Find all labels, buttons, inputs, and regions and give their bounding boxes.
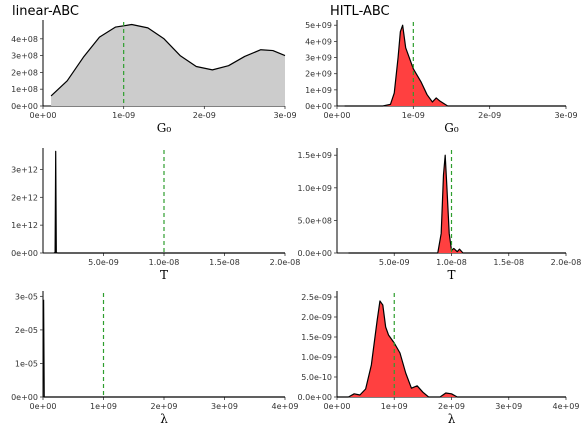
column-title-linear-abc: linear-ABC [12,4,79,19]
x-tick-label: 1.5e-08 [493,258,524,267]
x-tick-label: 5.0e-09 [88,258,119,267]
x-tick-label: 2e-09 [193,111,216,120]
x-tick-label: 3e-09 [554,111,577,120]
panel-4: 0.0e+00 5.0e+08 1.0e+09 1.5e+09 5.0e-09 1.0e-… [297,148,581,282]
x-tick-label: 2.0e-08 [551,258,581,267]
y-tick-label: 1e+12 [11,221,38,230]
density-curve [344,24,566,107]
x-tick-label: 2e-09 [478,111,501,120]
y-tick-label: 4e+09 [305,37,332,46]
density-curve [50,23,286,97]
x-tick-label: 3e-09 [273,111,296,120]
x-axis-label: λ [448,412,456,426]
y-tick-label: 0.0e+00 [297,249,332,258]
y-tick-label: 4e+08 [11,35,38,44]
y-tick-label: 2e+12 [11,193,38,202]
x-tick-label: 3e+09 [495,402,522,411]
y-tick-label: 2e-05 [15,326,38,335]
y-tick-label: 3e+09 [305,54,332,63]
x-tick-label: 5.0e-09 [379,258,410,267]
x-axis-label: T [447,268,455,282]
density-curve [53,150,285,254]
y-tick-label: 3e-05 [15,292,38,301]
y-tick-label: 5e+09 [305,21,332,30]
y-tick-label: 1.0e-09 [301,353,332,362]
x-tick-label: 3e+09 [211,402,238,411]
x-tick-label: 4e+09 [553,402,580,411]
x-tick-label: 1.5e-08 [209,258,240,267]
y-tick-label: 2.0e-09 [301,313,332,322]
y-tick-label: 1e+09 [305,86,332,95]
y-tick-label: 3e+12 [11,165,38,174]
density-area [348,155,566,253]
panel-5: 0e+00 1e-05 2e-05 3e-05 0e+00 1e+09 2e+09 3e+09… [11,291,298,426]
density-area [344,25,566,107]
y-tick-label: 2.5e-09 [301,293,332,302]
y-tick-label: 2e+09 [305,70,332,79]
panel-2: 0e+00 1e+09 2e+09 3e+09 4e+09 5e+09 0e+00 1e-09… [305,20,578,135]
y-tick-label: 0.0e+00 [297,393,332,402]
panel-3: 0e+00 1e+12 2e+12 3e+12 5.0e-09 1.0e-08 1.5e-0… [11,148,300,282]
x-tick-label: 0e+00 [30,111,57,120]
panel-1: 0e+00 1e+08 2e+08 3e+08 4e+08 0e+00 1e-09 2e-09… [11,20,297,135]
panel-grid: 0e+00 1e+08 2e+08 3e+08 4e+08 0e+00 1e-09 2e-09… [11,20,581,426]
x-axis-label: G₀ [157,121,172,135]
y-tick-label: 1.0e+09 [297,184,332,193]
x-axis-label: T [160,268,168,282]
x-tick-label: 2e+09 [151,402,178,411]
x-tick-label: 0e+00 [30,402,57,411]
x-tick-label: 4e+09 [272,402,299,411]
x-tick-label: 2.0e-08 [270,258,301,267]
density-curve [348,154,566,254]
y-tick-label: 1.5e+09 [297,151,332,160]
y-tick-label: 0e+00 [11,249,38,258]
y-tick-label: 0e+00 [11,393,38,402]
y-tick-label: 3e+08 [11,52,38,61]
y-tick-label: 5.0e+08 [297,216,332,225]
column-title-hitl-abc: HITL-ABC [330,4,390,19]
x-tick-label: 1.0e-08 [436,258,467,267]
x-axis-label: λ [160,412,168,426]
y-tick-label: 1e-05 [15,359,38,368]
y-tick-label: 0e+00 [305,102,332,111]
x-tick-label: 1e-09 [112,111,135,120]
x-tick-label: 1e+09 [381,402,408,411]
x-tick-label: 1.0e-08 [149,258,180,267]
y-tick-label: 5.0e-10 [301,373,332,382]
x-tick-label: 2e+09 [438,402,465,411]
density-area [337,301,566,397]
x-tick-label: 0e+00 [324,111,351,120]
y-tick-label: 1.5e-09 [301,333,332,342]
y-tick-label: 2e+08 [11,68,38,77]
density-curve [43,299,285,398]
x-tick-label: 0e+00 [324,402,351,411]
x-tick-label: 1e+09 [90,402,117,411]
x-axis-label: G₀ [444,121,459,135]
x-tick-label: 1e-09 [402,111,425,120]
y-tick-label: 1e+08 [11,85,38,94]
panel-6: 0.0e+00 5.0e-10 1.0e-09 1.5e-09 2.0e-09 2.5e-… [297,291,579,426]
y-tick-label: 0e+00 [11,102,38,111]
density-area [51,24,285,106]
